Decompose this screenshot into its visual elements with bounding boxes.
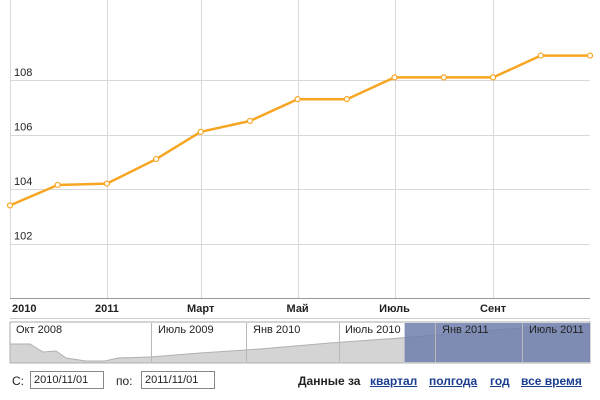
data-point[interactable] — [343, 96, 350, 103]
x-tick-label: Март — [187, 303, 215, 315]
navigator-label: Июль 2010 — [345, 324, 401, 336]
y-tick-label: 108 — [14, 67, 32, 79]
period-alltime-link[interactable]: все время — [521, 374, 582, 388]
x-tick-label: 2011 — [95, 303, 119, 315]
navigator-label: Июль 2009 — [158, 324, 214, 336]
period-halfyear-link[interactable]: полгода — [429, 374, 478, 388]
period-quarter-link[interactable]: квартал — [370, 374, 418, 388]
navigator[interactable]: Окт 2008 Июль 2009 Янв 2010 Июль 2010 Ян… — [9, 321, 591, 364]
x-tick-label: Июль — [379, 303, 410, 315]
to-date-input[interactable] — [141, 371, 215, 389]
x-tick-label: Сент — [480, 303, 507, 315]
to-label: по: — [116, 374, 133, 388]
data-point[interactable] — [197, 128, 204, 135]
navigator-label: Июль 2011 — [529, 324, 584, 336]
data-point[interactable] — [294, 96, 301, 103]
navigator-label: Окт 2008 — [16, 324, 62, 336]
data-point[interactable] — [103, 180, 111, 187]
navigator-label: Янв 2011 — [442, 324, 489, 336]
price-line — [9, 54, 590, 207]
data-point[interactable] — [246, 117, 254, 125]
from-label: С: — [12, 374, 24, 388]
data-point[interactable] — [537, 52, 544, 59]
period-year-link[interactable]: год — [490, 374, 510, 388]
range-selector: С: по: Данные за квартал полгода год все… — [0, 368, 600, 396]
x-axis-ticks: 2010 2011 Март Май Июль Сент — [12, 303, 507, 315]
data-point[interactable] — [489, 74, 497, 81]
data-point[interactable] — [391, 74, 398, 81]
period-caption: Данные за — [298, 374, 361, 388]
data-point[interactable] — [54, 181, 61, 189]
price-series — [6, 52, 594, 209]
x-tick-label: Май — [287, 303, 309, 315]
stock-chart: 102 104 106 108 2010 2011 Март Май Июль … — [6, 0, 594, 364]
data-point[interactable] — [6, 202, 14, 209]
y-tick-label: 104 — [14, 176, 32, 188]
x-tick-label: 2010 — [12, 303, 36, 315]
y-axis-ticks: 102 104 106 108 — [14, 67, 32, 242]
data-point[interactable] — [586, 52, 594, 59]
chart-grid — [10, 0, 590, 319]
navigator-dividers — [151, 323, 523, 362]
data-point[interactable] — [153, 155, 160, 163]
y-tick-label: 106 — [14, 122, 32, 134]
data-point[interactable] — [440, 74, 447, 81]
from-date-input[interactable] — [30, 371, 104, 389]
y-tick-label: 102 — [14, 231, 32, 243]
navigator-label: Янв 2010 — [253, 324, 300, 336]
